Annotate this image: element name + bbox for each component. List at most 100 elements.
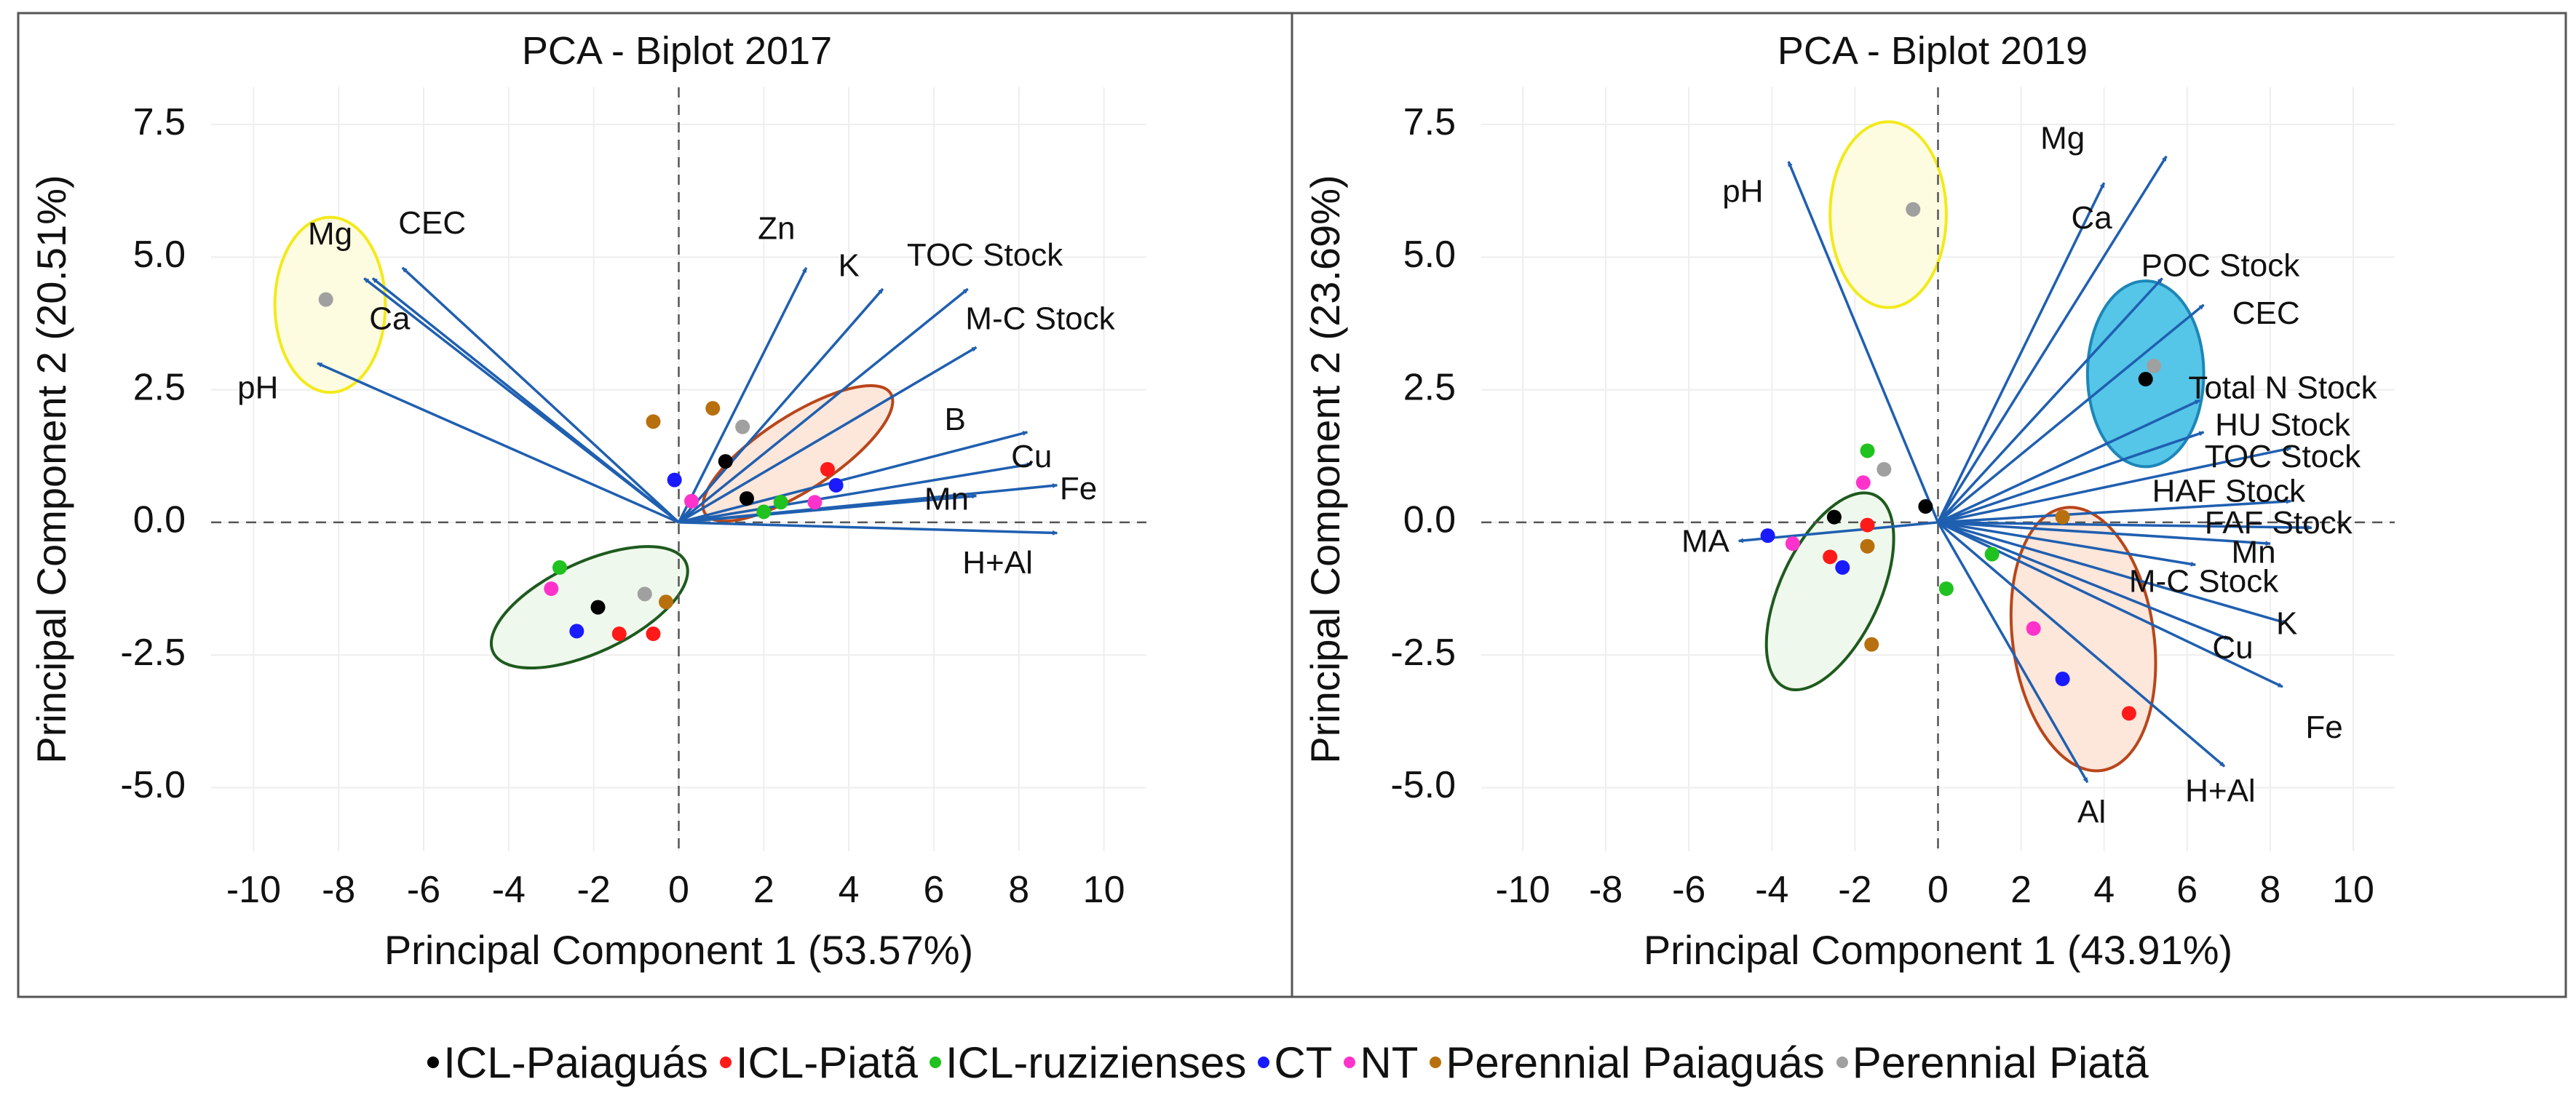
- legend-item-icl-piat: ICL-Piatã: [719, 1038, 918, 1088]
- loading-vector-mg: [1937, 155, 2168, 523]
- x-tick-label: -6: [1672, 869, 1705, 911]
- chart-title: PCA - Biplot 2017: [522, 29, 832, 73]
- x-tick-label: 6: [2176, 869, 2197, 911]
- y-tick-label: 5.0: [1403, 234, 1456, 276]
- loading-vector-ph: [1787, 161, 1940, 523]
- loading-vector-h-al: [1937, 521, 2226, 768]
- vector-label-ca: Ca: [369, 301, 411, 336]
- data-point-icl-paiagu-s: [590, 600, 606, 615]
- loading-vector-hu-stock: [1937, 431, 2205, 524]
- x-tick-label: 0: [668, 869, 689, 911]
- loading-vector-mn: [678, 493, 978, 524]
- vector-label-al: Al: [2077, 795, 2106, 830]
- data-point-perennial-paiagu-s: [646, 414, 661, 429]
- vector-label-h-al: H+Al: [962, 545, 1033, 581]
- data-point-ct: [828, 477, 844, 493]
- x-axis-label: Principal Component 1 (43.91%): [1644, 927, 2232, 973]
- vector-label-mn: Mn: [2231, 534, 2275, 570]
- y-tick-label: 7.5: [133, 101, 186, 143]
- vector-label-cu: Cu: [1011, 439, 1052, 474]
- legend: ICL-Paiaguás ICL-Piatã ICL-ruzizienses CT NT…: [0, 1026, 2576, 1099]
- data-point-nt: [684, 493, 700, 509]
- green-cluster-ellipse: [489, 545, 689, 670]
- vector-label-h-al: H+Al: [2185, 773, 2256, 808]
- data-point-perennial-piat: [318, 292, 333, 307]
- vector-label-ph: pH: [237, 370, 278, 405]
- y-tick-label: 7.5: [1403, 101, 1456, 143]
- y-tick-label: 2.5: [1403, 366, 1456, 408]
- data-point-nt: [544, 581, 559, 597]
- loading-vector-total-n-stock: [1937, 399, 2200, 524]
- legend-label: ICL-Paiaguás: [443, 1038, 708, 1087]
- loading-vector-faf-stock: [1938, 521, 2313, 530]
- legend-marker: [1258, 1057, 1270, 1068]
- loading-vector-b: [678, 431, 1029, 524]
- x-tick-label: 2: [753, 869, 774, 911]
- data-point-icl-piat: [820, 462, 835, 477]
- data-point-icl-piat: [1860, 517, 1875, 533]
- legend-marker: [1836, 1057, 1848, 1068]
- data-point-ct: [2055, 672, 2070, 687]
- x-tick-label: -6: [407, 869, 440, 911]
- x-tick-label: -10: [226, 869, 281, 911]
- data-point-perennial-piat: [1906, 202, 1921, 217]
- data-point-perennial-paiagu-s: [1864, 637, 1879, 652]
- legend-marker: [929, 1057, 941, 1068]
- x-tick-label: 10: [2332, 869, 2374, 911]
- data-point-perennial-paiagu-s: [705, 401, 721, 416]
- data-point-ct: [667, 472, 682, 488]
- data-point-perennial-piat: [735, 419, 750, 434]
- vector-label-k: K: [838, 248, 859, 284]
- data-point-icl-paiagu-s: [1918, 499, 1933, 514]
- x-tick-label: -10: [1495, 869, 1550, 911]
- vector-label-cu: Cu: [2212, 630, 2253, 666]
- data-point-icl-ruzizienses: [552, 560, 567, 575]
- x-tick-label: -2: [577, 869, 611, 911]
- chart-title: PCA - Biplot 2019: [1778, 29, 2088, 73]
- data-point-icl-piat: [611, 626, 627, 642]
- vector-label-k: K: [2276, 606, 2297, 642]
- legend-marker: [1344, 1057, 1356, 1068]
- loading-vector-ca: [1936, 182, 2106, 523]
- legend-label: NT: [1360, 1038, 1419, 1087]
- vector-label-hu-stock: HU Stock: [2215, 407, 2351, 442]
- vector-label-toc-stock: TOC Stock: [907, 237, 1063, 273]
- data-point-icl-paiagu-s: [718, 454, 733, 469]
- loading-vector-al: [1936, 522, 2089, 784]
- data-point-icl-ruzizienses: [1984, 546, 2000, 562]
- data-point-ct: [569, 624, 584, 639]
- x-tick-label: -8: [1589, 869, 1622, 911]
- vector-label-fe: Fe: [1060, 471, 1097, 506]
- legend-label: Perennial Paiaguás: [1446, 1038, 1825, 1087]
- legend-label: ICL-Piatã: [735, 1038, 918, 1087]
- legend-item-icl-paiagu-s: ICL-Paiaguás: [427, 1038, 708, 1088]
- data-point-nt: [2026, 621, 2041, 636]
- data-point-icl-ruzizienses: [773, 495, 788, 510]
- legend-marker: [719, 1057, 732, 1068]
- x-tick-label: 4: [839, 869, 860, 911]
- x-axis-label: Principal Component 1 (53.57%): [384, 927, 973, 973]
- vector-label-ca: Ca: [2071, 200, 2112, 236]
- legend-item-ct: CT: [1258, 1038, 1332, 1088]
- vector-label-toc-stock: TOC Stock: [2205, 439, 2361, 474]
- data-point-perennial-paiagu-s: [2055, 509, 2070, 525]
- legend-item-nt: NT: [1344, 1038, 1418, 1088]
- loading-vector-cec: [1937, 303, 2205, 524]
- legend-item-perennial-piat: Perennial Piatã: [1836, 1038, 2149, 1088]
- legend-marker: [427, 1057, 440, 1068]
- x-tick-label: 8: [2259, 869, 2280, 911]
- y-tick-label: 0.0: [1403, 499, 1456, 541]
- vector-label-mg: Mg: [2040, 121, 2085, 156]
- loading-vector-cec: [401, 266, 680, 524]
- vector-label-fe: Fe: [2305, 709, 2342, 745]
- legend-label: Perennial Piatã: [1852, 1038, 2149, 1087]
- x-tick-label: 8: [1008, 869, 1029, 911]
- vector-label-m-c-stock: M-C Stock: [2129, 563, 2279, 599]
- vector-label-cec: CEC: [398, 205, 466, 241]
- y-tick-label: 0.0: [133, 499, 186, 541]
- data-point-icl-piat: [2121, 706, 2136, 721]
- data-point-icl-paiagu-s: [2138, 372, 2153, 387]
- data-point-icl-piat: [646, 626, 661, 642]
- data-point-icl-paiagu-s: [1826, 509, 1842, 525]
